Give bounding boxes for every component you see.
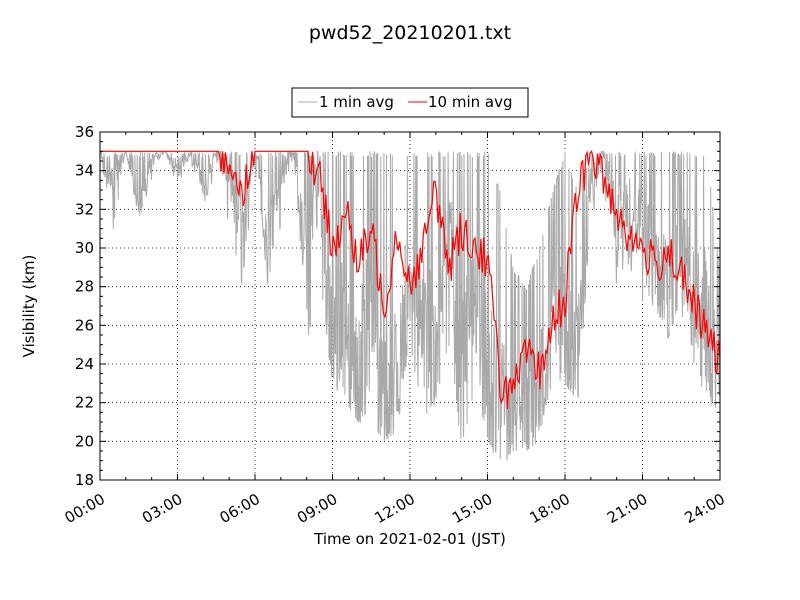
y-tick-label: 30 (75, 239, 94, 257)
x-tick-label: 24:00 (682, 490, 728, 527)
y-tick-label: 18 (75, 471, 94, 489)
legend-label-10min: 10 min avg (428, 93, 513, 111)
series-layer (99, 149, 721, 461)
x-axis-label: Time on 2021-02-01 (JST) (313, 530, 506, 548)
x-tick-label: 21:00 (604, 490, 650, 527)
y-tick-label: 22 (75, 394, 94, 412)
y-tick-label: 36 (75, 123, 94, 141)
y-tick-label: 32 (75, 200, 94, 218)
y-tick-label: 34 (75, 162, 94, 180)
x-tick-label: 06:00 (217, 490, 263, 527)
x-tick-label: 12:00 (372, 490, 418, 527)
y-tick-label: 24 (75, 355, 94, 373)
y-axis-label: Visibility (km) (20, 255, 38, 358)
chart-title: pwd52_20210201.txt (309, 22, 511, 44)
legend-label-1min: 1 min avg (319, 93, 394, 111)
y-tick-label: 28 (75, 278, 94, 296)
y-tick-label: 20 (75, 432, 94, 450)
x-tick-label: 00:00 (62, 490, 108, 527)
legend: 1 min avg 10 min avg (291, 87, 529, 118)
series-10min-avg-line (100, 150, 721, 410)
x-tick-label: 03:00 (139, 490, 185, 527)
series-1min-avg-line (99, 149, 721, 461)
x-tick-label: 18:00 (527, 490, 573, 527)
y-tick-label: 26 (75, 316, 94, 334)
x-tick-label: 15:00 (449, 490, 495, 527)
x-tick-label: 09:00 (294, 490, 340, 527)
